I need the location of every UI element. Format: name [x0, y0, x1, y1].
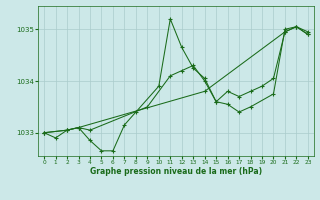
X-axis label: Graphe pression niveau de la mer (hPa): Graphe pression niveau de la mer (hPa) [90, 167, 262, 176]
